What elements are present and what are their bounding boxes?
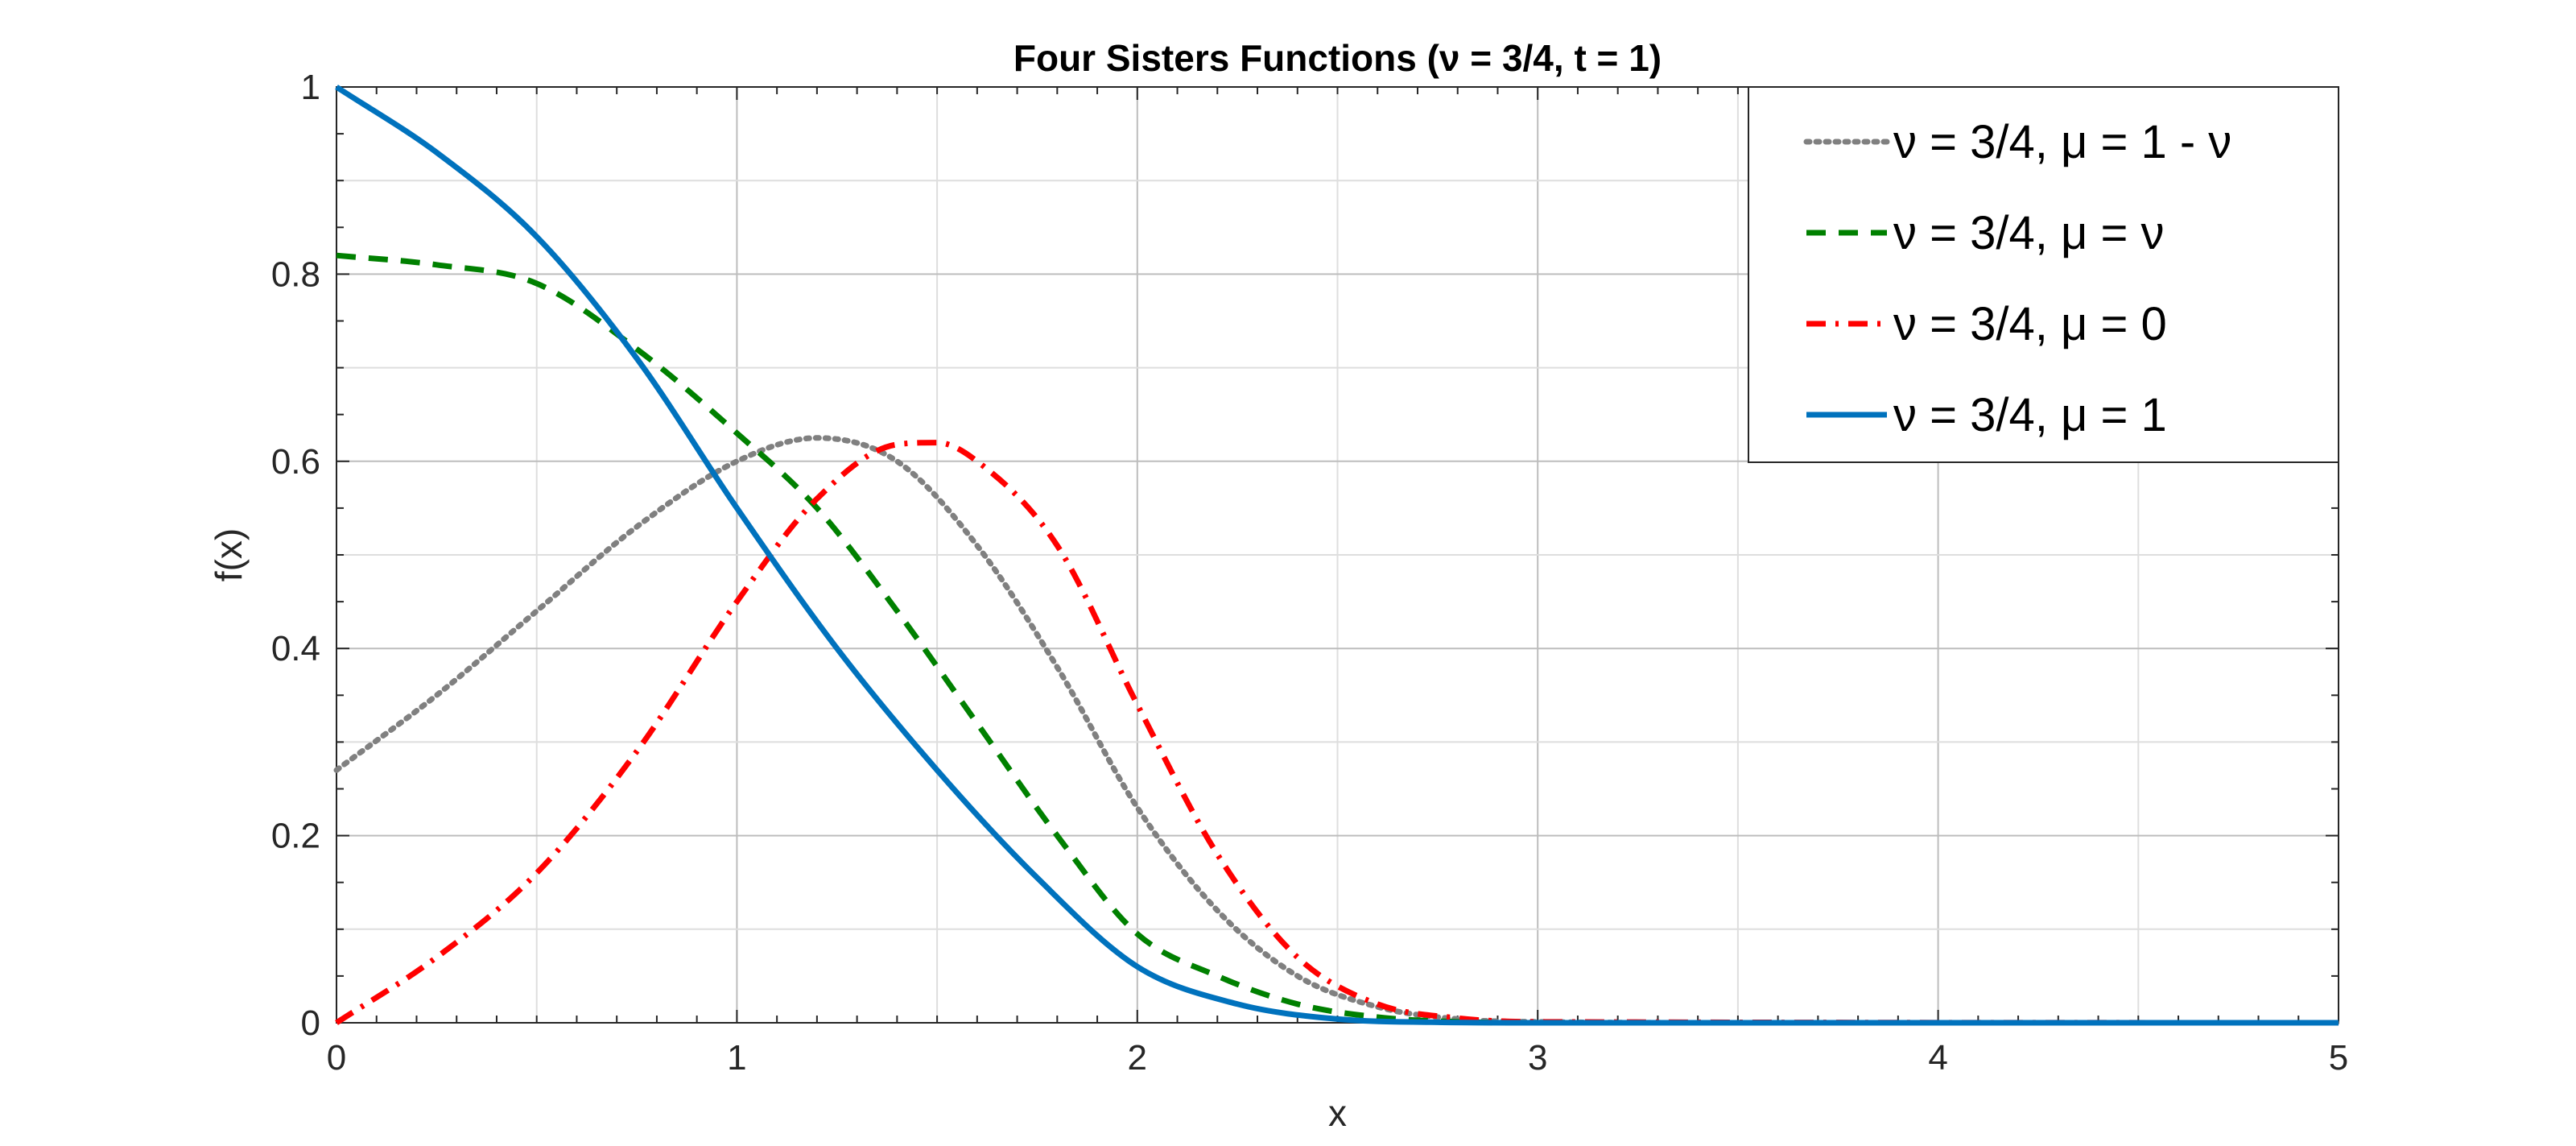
legend-entry: ν = 3/4, μ = 1 - ν bbox=[1803, 116, 2231, 168]
legend-box bbox=[1748, 86, 2339, 463]
x-tick-label: 4 bbox=[1928, 1038, 1947, 1078]
x-tick-label: 2 bbox=[1128, 1038, 1147, 1078]
legend-label: ν = 3/4, μ = 1 - ν bbox=[1893, 116, 2231, 168]
y-tick-label: 0.8 bbox=[271, 254, 320, 294]
y-tick-labels: 0 0.2 0.4 0.6 0.8 1 bbox=[271, 68, 320, 1043]
legend-label: ν = 3/4, μ = 1 bbox=[1893, 389, 2167, 441]
y-axis-label: f(x) bbox=[208, 528, 250, 581]
legend: ν = 3/4, μ = 1 - ν ν = 3/4, μ = ν ν = 3/4,… bbox=[1748, 86, 2339, 463]
series-layer bbox=[333, 85, 2342, 1026]
x-tick-label: 1 bbox=[727, 1038, 746, 1078]
x-tick-labels: 0 1 2 3 4 5 bbox=[327, 1038, 2348, 1078]
x-tick-label: 0 bbox=[327, 1038, 346, 1078]
legend-entry: ν = 3/4, μ = 0 bbox=[1806, 298, 2167, 350]
x-axis-label: x bbox=[1328, 1092, 1347, 1134]
y-tick-label: 1 bbox=[301, 68, 320, 107]
y-tick-label: 0.6 bbox=[271, 442, 320, 482]
series-line-3 bbox=[335, 440, 2339, 1026]
y-tick-label: 0 bbox=[301, 1003, 320, 1043]
series-line-4 bbox=[335, 85, 2339, 1026]
legend-entry: ν = 3/4, μ = ν bbox=[1806, 207, 2164, 259]
x-tick-label: 3 bbox=[1528, 1038, 1547, 1078]
y-tick-label: 0.4 bbox=[271, 629, 320, 668]
y-tick-label: 0.2 bbox=[271, 817, 320, 856]
legend-label: ν = 3/4, μ = 0 bbox=[1893, 298, 2167, 350]
legend-entry: ν = 3/4, μ = 1 bbox=[1806, 389, 2167, 441]
x-tick-label: 5 bbox=[2329, 1038, 2348, 1078]
legend-label: ν = 3/4, μ = ν bbox=[1893, 207, 2164, 259]
chart-title: Four Sisters Functions (ν = 3/4, t = 1) bbox=[1013, 37, 1662, 79]
